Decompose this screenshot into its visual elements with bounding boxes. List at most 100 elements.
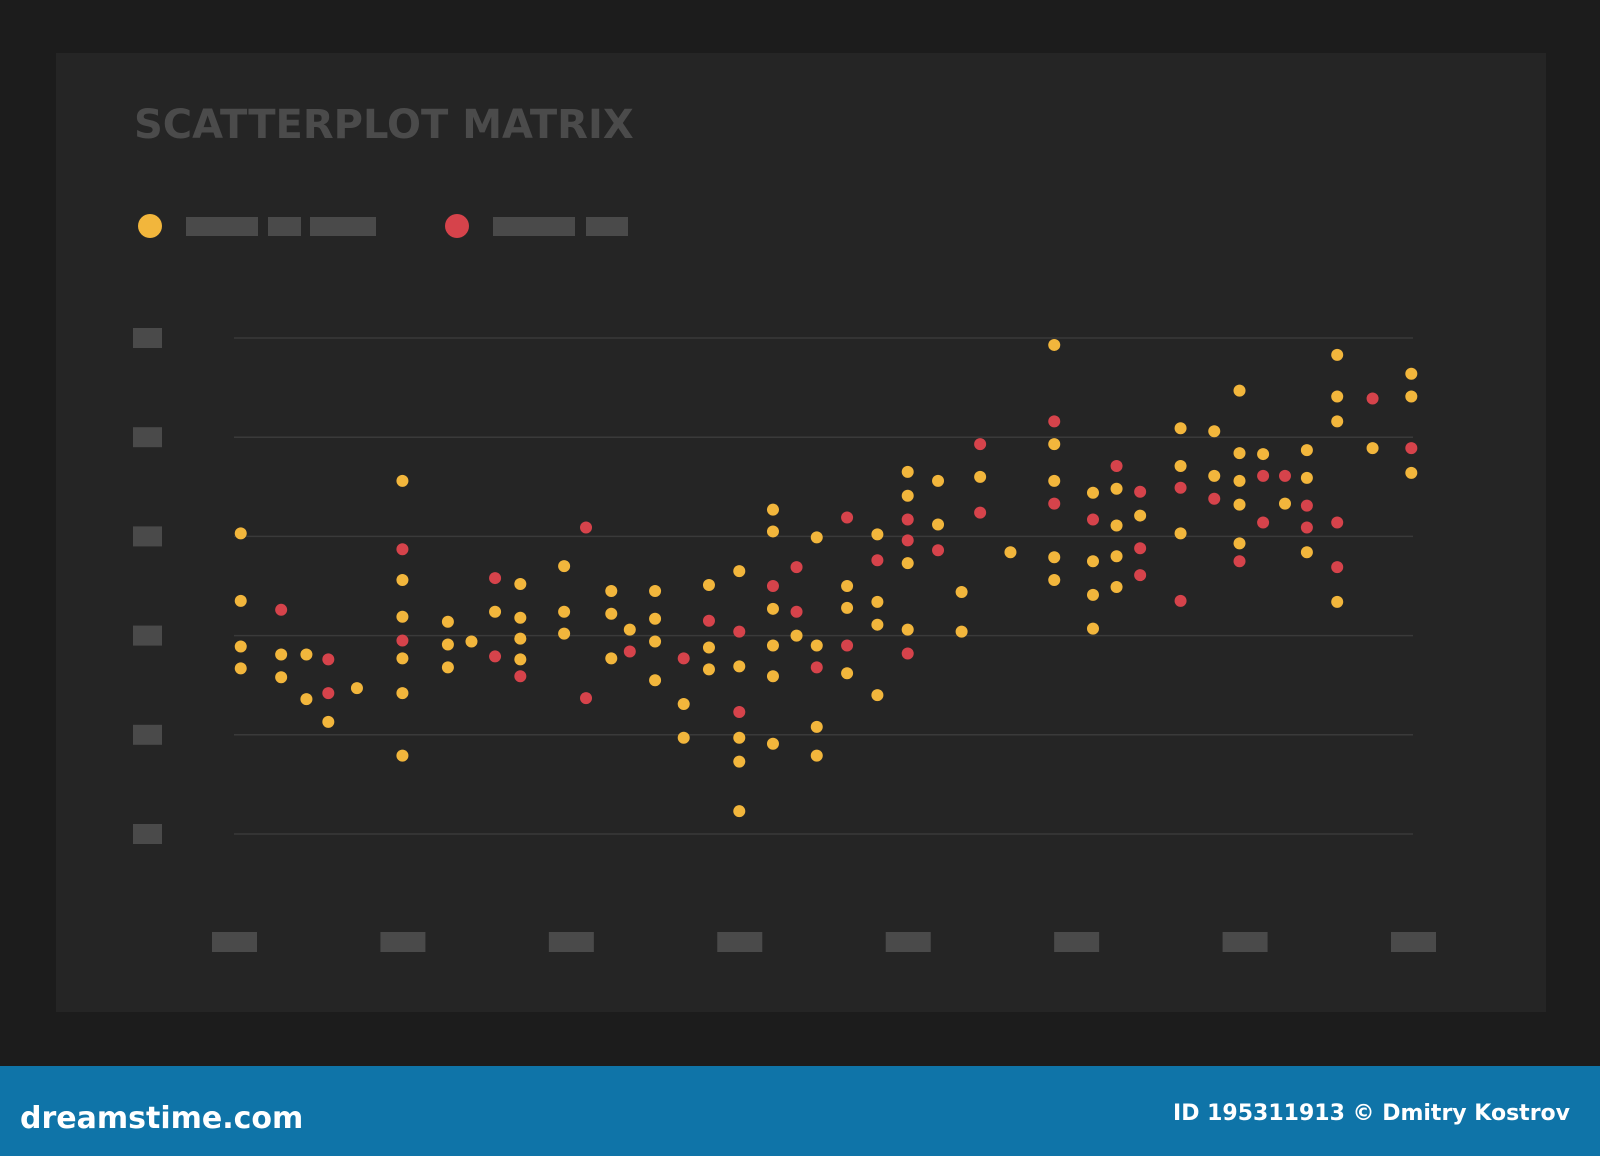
scatter-point: [733, 805, 746, 818]
scatter-point: [234, 594, 247, 607]
scatter-point: [955, 625, 968, 638]
scatter-point: [810, 639, 823, 652]
scatter-point: [1134, 569, 1147, 582]
scatter-point: [733, 731, 746, 744]
scatter-point: [841, 511, 854, 524]
x-tick-placeholder: [212, 932, 257, 952]
scatter-point: [790, 605, 803, 618]
scatter-point: [810, 661, 823, 674]
scatter-point: [1174, 422, 1187, 435]
scatter-point: [1048, 574, 1061, 587]
scatter-point: [1048, 438, 1061, 451]
scatter-point: [1048, 497, 1061, 510]
scatter-point: [1233, 447, 1246, 460]
y-tick-placeholder: [133, 724, 162, 745]
legend-placeholder: [268, 217, 301, 236]
x-tick-placeholder: [1054, 932, 1100, 952]
scatter-point: [677, 652, 690, 665]
scatter-point: [623, 623, 636, 636]
scatter-point: [1174, 594, 1187, 607]
scatter-point: [234, 527, 247, 540]
scatter-point: [702, 663, 715, 676]
scatter-point: [841, 639, 854, 652]
scatter-point: [350, 682, 363, 695]
scatter-point: [396, 687, 409, 700]
scatter-point: [1405, 442, 1418, 455]
scatter-point: [396, 634, 409, 647]
scatter-point: [649, 584, 662, 597]
scatter-point: [901, 623, 914, 636]
scatter-point: [1300, 444, 1313, 457]
scatter-point: [1366, 442, 1379, 455]
scatter-point: [396, 574, 409, 587]
legend-marker: [445, 214, 469, 238]
scatter-point: [605, 584, 618, 597]
scatter-point: [1233, 474, 1246, 487]
scatter-point: [1233, 384, 1246, 397]
scatter-point: [702, 614, 715, 627]
y-tick-placeholder: [133, 526, 162, 547]
x-tick-placeholder: [380, 932, 426, 952]
footer-bar: [0, 1066, 1600, 1156]
legend-placeholder: [310, 217, 376, 236]
scatter-point: [1300, 521, 1313, 534]
scatter-point: [1004, 546, 1017, 559]
scatter-point: [974, 470, 987, 483]
scatter-point: [1086, 513, 1099, 526]
scatter-point: [974, 438, 987, 451]
scatter-point: [677, 698, 690, 711]
scatter-point: [441, 638, 454, 651]
scatter-point: [1278, 497, 1291, 510]
scatter-point: [441, 661, 454, 674]
scatter-point: [649, 674, 662, 687]
scatter-point: [396, 652, 409, 665]
scatter-point: [1208, 469, 1221, 482]
scatter-point: [702, 641, 715, 654]
scatter-point: [514, 611, 527, 624]
scatter-point: [1300, 499, 1313, 512]
y-tick-placeholder: [133, 328, 162, 348]
scatter-point: [901, 513, 914, 526]
scatter-point: [1048, 474, 1061, 487]
scatter-point: [558, 605, 571, 618]
scatter-point: [514, 670, 527, 683]
scatter-point: [1048, 338, 1061, 351]
scatter-point: [396, 610, 409, 623]
footer-site: dreamstime.com: [20, 1101, 303, 1136]
scatter-point: [766, 737, 779, 750]
scatter-point: [558, 560, 571, 573]
scatter-point: [1174, 481, 1187, 494]
panel: [56, 53, 1546, 1012]
scatter-point: [932, 518, 945, 531]
scatter-point: [1331, 390, 1344, 403]
scatter-point: [766, 670, 779, 683]
scatter-point: [702, 579, 715, 592]
scatter-point: [1048, 415, 1061, 428]
scatter-point: [1174, 459, 1187, 472]
scatter-point: [1278, 469, 1291, 482]
scatter-point: [1134, 509, 1147, 522]
scatter-point: [514, 653, 527, 666]
scatter-point: [558, 627, 571, 640]
scatter-point: [649, 635, 662, 648]
y-tick-placeholder: [133, 625, 162, 646]
y-tick-placeholder: [133, 824, 162, 844]
scatter-point: [1257, 448, 1270, 461]
scatter-point: [932, 544, 945, 557]
scatter-point: [489, 650, 502, 663]
x-tick-placeholder: [548, 932, 594, 952]
scatter-point: [871, 618, 884, 631]
scatter-point: [733, 660, 746, 673]
x-tick-placeholder: [1391, 932, 1436, 952]
scatter-point: [1331, 561, 1344, 574]
scatter-point: [649, 612, 662, 625]
scatter-point: [790, 629, 803, 642]
scatter-point: [1134, 485, 1147, 498]
scatter-point: [1331, 595, 1344, 608]
footer-credit: ID 195311913 © Dmitry Kostrov: [1173, 1101, 1571, 1126]
scatter-point: [322, 715, 335, 728]
legend-marker: [138, 214, 162, 238]
scatter-point: [733, 705, 746, 718]
scatter-point: [605, 607, 618, 620]
scatter-point: [441, 615, 454, 628]
